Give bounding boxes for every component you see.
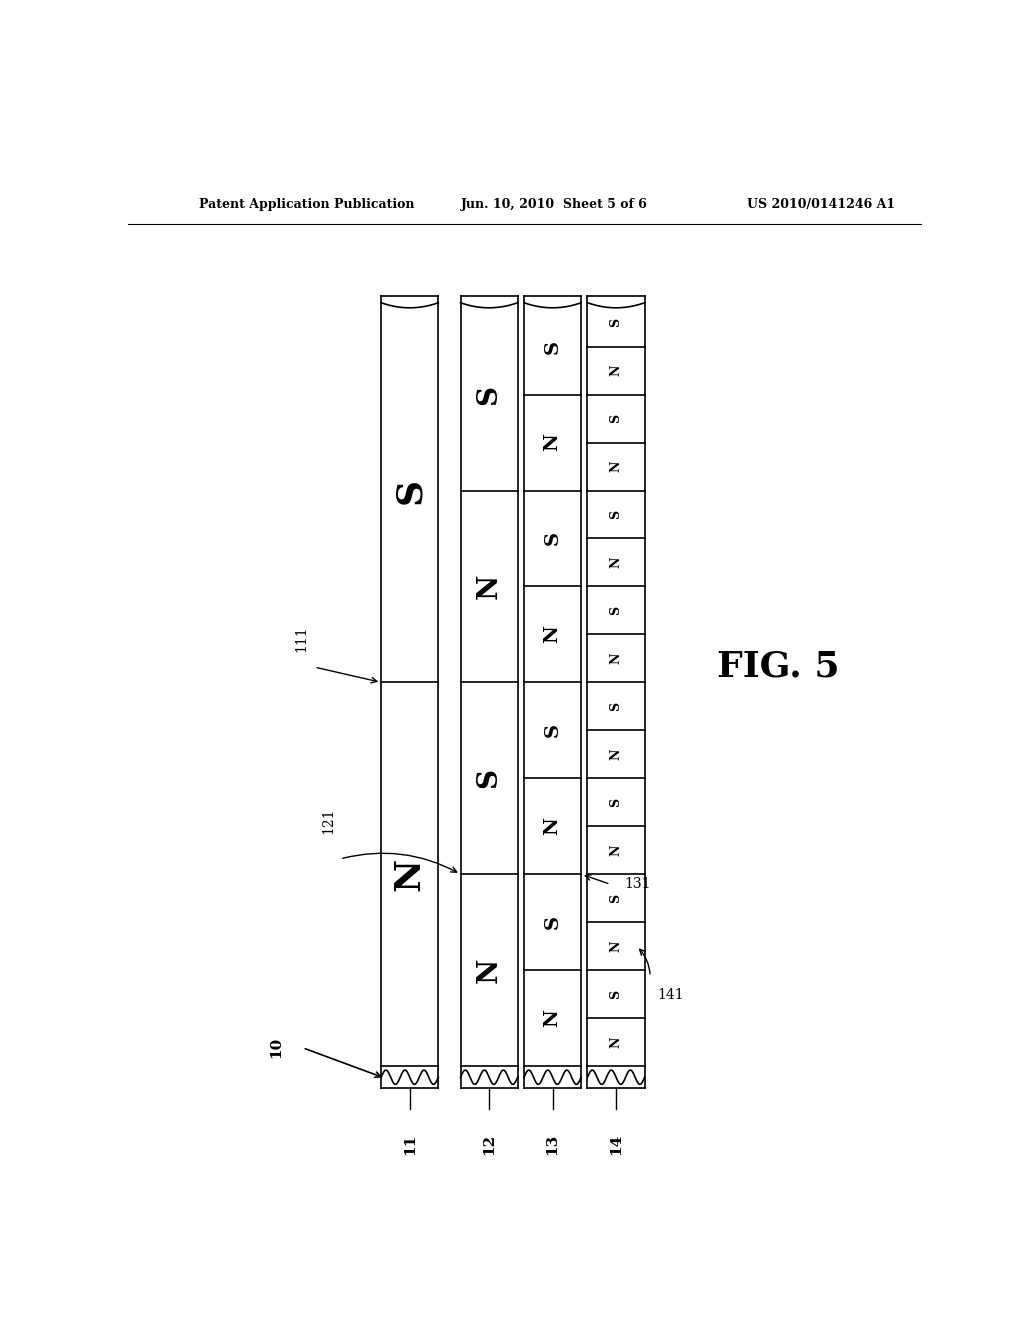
Text: N: N [544, 433, 561, 451]
Text: 13: 13 [546, 1134, 559, 1155]
Text: S: S [544, 915, 561, 929]
Text: N: N [609, 557, 623, 568]
Text: 14: 14 [609, 1134, 623, 1155]
Text: N: N [609, 364, 623, 376]
Text: N: N [609, 1036, 623, 1048]
Text: N: N [609, 461, 623, 473]
Text: S: S [544, 339, 561, 354]
Text: S: S [475, 768, 503, 788]
Text: N: N [475, 957, 503, 983]
Text: S: S [609, 414, 623, 424]
Text: N: N [393, 858, 427, 891]
Text: S: S [609, 702, 623, 711]
Text: N: N [544, 626, 561, 643]
Text: S: S [609, 894, 623, 903]
Text: N: N [544, 1010, 561, 1027]
Text: S: S [475, 384, 503, 405]
Text: S: S [544, 532, 561, 545]
Text: N: N [609, 940, 623, 952]
Text: N: N [475, 574, 503, 599]
Text: N: N [609, 845, 623, 855]
Text: 141: 141 [657, 987, 684, 1002]
Text: 131: 131 [624, 878, 650, 891]
Text: US 2010/0141246 A1: US 2010/0141246 A1 [748, 198, 895, 211]
Text: Patent Application Publication: Patent Application Publication [200, 198, 415, 211]
Text: S: S [609, 318, 623, 327]
Text: 121: 121 [321, 807, 335, 833]
Text: 10: 10 [268, 1038, 283, 1059]
Text: N: N [609, 652, 623, 664]
Text: S: S [609, 606, 623, 615]
Text: 11: 11 [402, 1134, 417, 1155]
Text: N: N [544, 817, 561, 836]
Text: Jun. 10, 2010  Sheet 5 of 6: Jun. 10, 2010 Sheet 5 of 6 [461, 198, 648, 211]
Text: S: S [609, 797, 623, 807]
Text: S: S [393, 478, 427, 503]
Text: 111: 111 [294, 626, 308, 652]
Text: 12: 12 [482, 1134, 496, 1155]
Text: FIG. 5: FIG. 5 [718, 649, 840, 684]
Text: S: S [609, 990, 623, 999]
Text: N: N [609, 748, 623, 760]
Text: S: S [609, 510, 623, 519]
Text: S: S [544, 723, 561, 738]
